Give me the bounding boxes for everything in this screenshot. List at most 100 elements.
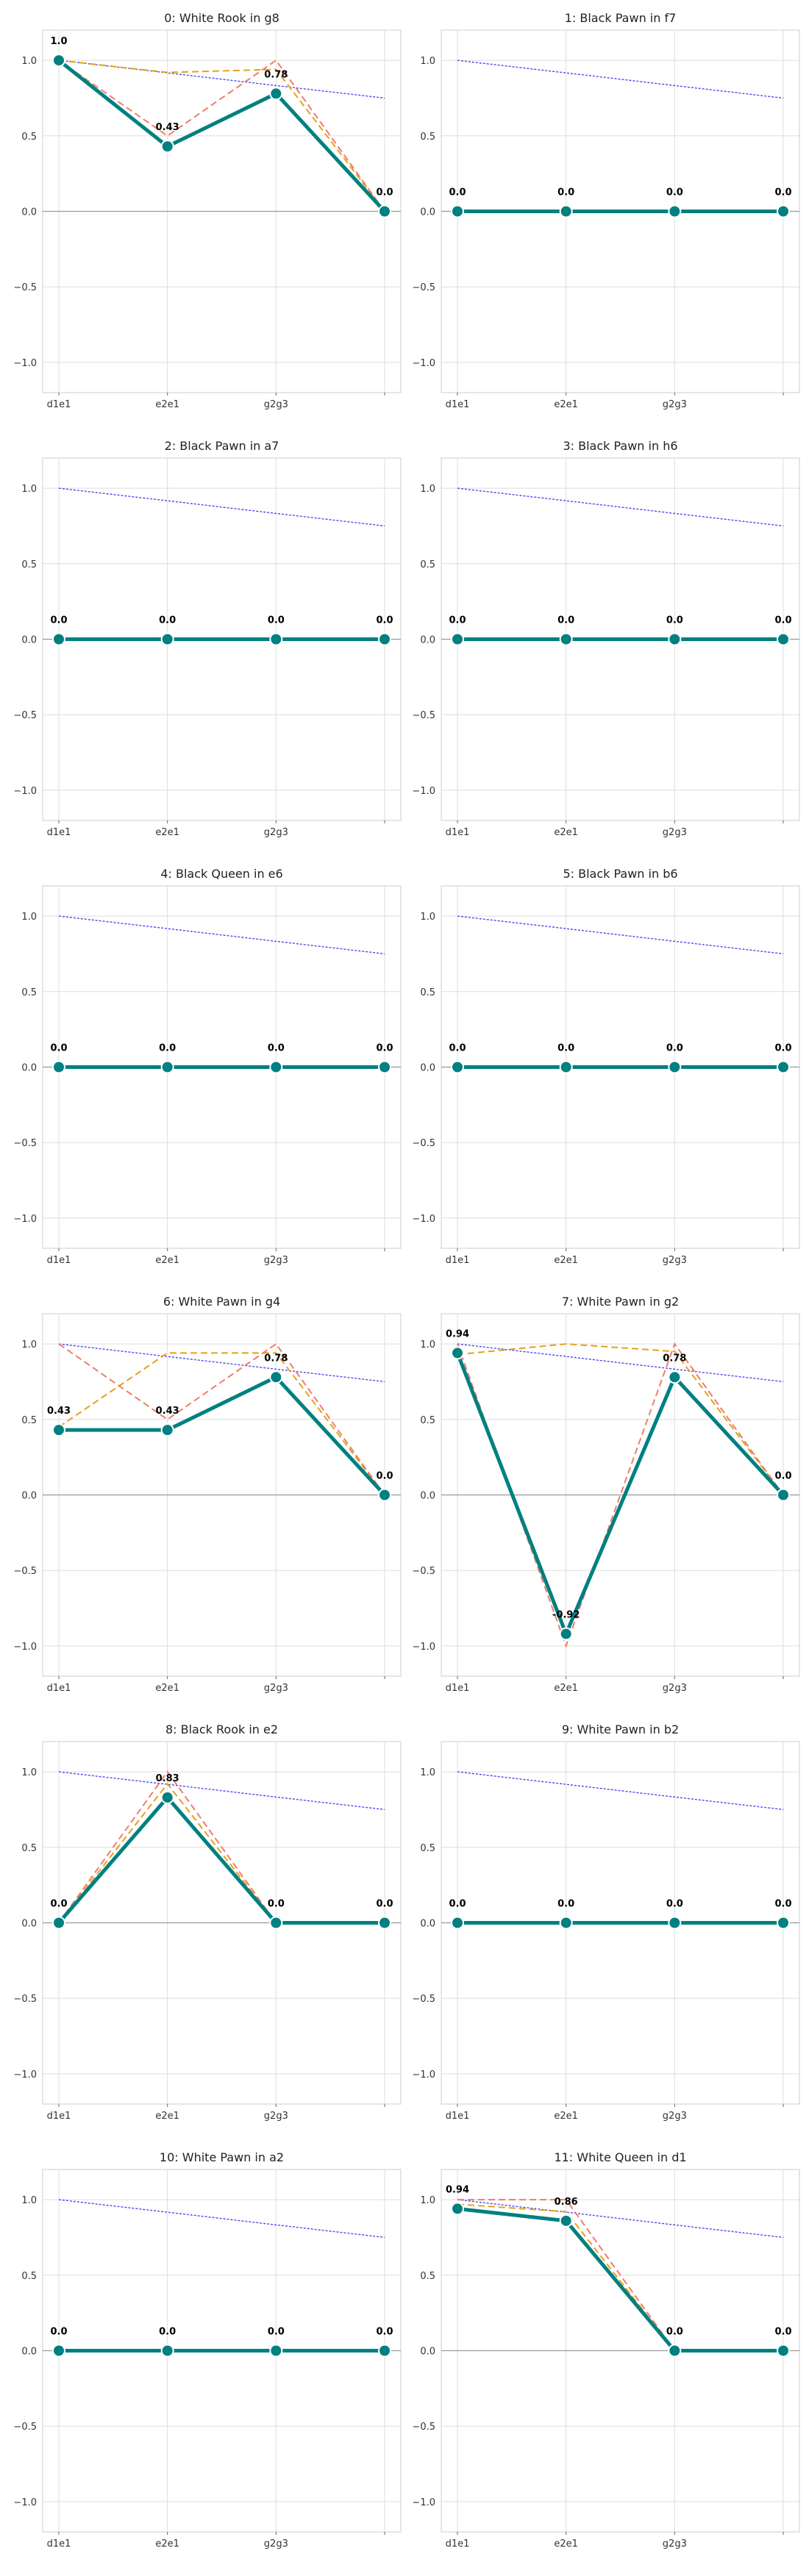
x-tick-label: d1e1 xyxy=(47,1255,71,1266)
x-tick-label: d1e1 xyxy=(446,399,470,410)
x-tick-label: d1e1 xyxy=(446,827,470,838)
data-point xyxy=(269,87,283,101)
y-tick-label: 1.0 xyxy=(21,912,37,923)
series-line xyxy=(58,2199,385,2239)
series-line xyxy=(457,2203,783,2352)
data-label: 0.0 xyxy=(268,2327,285,2338)
data-point xyxy=(559,632,573,646)
x-tick-label: g2g3 xyxy=(264,1255,288,1266)
x-tick-label: d1e1 xyxy=(446,2111,470,2122)
x-tick-label: e2e1 xyxy=(554,827,578,838)
data-label: 0.94 xyxy=(446,2184,469,2195)
data-point xyxy=(451,1060,464,1074)
series-line xyxy=(457,915,784,955)
y-tick-label: −0.5 xyxy=(13,710,37,721)
data-point xyxy=(52,1916,65,1930)
data-label: 0.78 xyxy=(264,69,288,80)
x-tick-label: e2e1 xyxy=(554,2111,578,2122)
y-tick-label: 1.0 xyxy=(420,1767,435,1778)
y-tick-label: 1.0 xyxy=(21,1339,37,1350)
y-tick-label: 0.5 xyxy=(420,559,435,570)
data-point xyxy=(668,632,682,646)
data-label: 0.0 xyxy=(376,1899,393,1910)
y-tick-label: 0.0 xyxy=(420,207,435,218)
x-tick-label: g2g3 xyxy=(663,1255,687,1266)
data-point xyxy=(160,2344,174,2358)
y-tick-label: 1.0 xyxy=(420,484,435,495)
y-tick-label: −0.5 xyxy=(13,1994,37,2005)
series-line xyxy=(58,1771,385,1811)
y-tick-label: −0.5 xyxy=(412,282,435,293)
data-label: 0.0 xyxy=(666,1899,683,1910)
data-label: 0.0 xyxy=(50,2327,67,2338)
y-tick-label: 0.5 xyxy=(21,1415,37,1426)
y-tick-label: 1.0 xyxy=(21,56,37,67)
y-tick-label: 0.5 xyxy=(21,132,37,143)
y-tick-label: 0.5 xyxy=(21,559,37,570)
data-point xyxy=(559,204,573,218)
y-tick-label: 0.0 xyxy=(420,1491,435,1502)
y-tick-label: 0.0 xyxy=(21,207,37,218)
y-tick-label: 1.0 xyxy=(420,1339,435,1350)
x-tick-label: g2g3 xyxy=(264,2111,288,2122)
y-tick-label: 0.0 xyxy=(21,1919,37,1930)
data-point xyxy=(269,1060,283,1074)
data-label: -0.92 xyxy=(552,1609,580,1620)
y-tick-label: −1.0 xyxy=(13,358,37,369)
data-point xyxy=(52,54,65,68)
x-tick-label: e2e1 xyxy=(155,1255,179,1266)
data-point xyxy=(451,632,464,646)
data-label: 0.0 xyxy=(557,615,574,626)
main-series-line xyxy=(59,1375,386,1497)
data-point xyxy=(378,632,391,646)
data-label: 0.0 xyxy=(50,1899,67,1910)
data-point xyxy=(559,1916,573,1930)
data-label: 0.0 xyxy=(50,615,67,626)
y-tick-label: 1.0 xyxy=(21,2195,37,2206)
subplot-title: 1: Black Pawn in f7 xyxy=(565,11,677,25)
x-tick-label: g2g3 xyxy=(663,827,687,838)
main-series-line xyxy=(455,1352,785,1636)
data-label: 0.0 xyxy=(666,1043,683,1054)
data-label: 0.83 xyxy=(156,1773,179,1784)
subplot-2: 2: Black Pawn in a7 −1.0 −0.5 0.0 0.5 1.0 d1e1… xyxy=(13,439,402,838)
x-tick-label: e2e1 xyxy=(554,1683,578,1694)
x-tick-label: d1e1 xyxy=(446,1683,470,1694)
x-tick-label: d1e1 xyxy=(47,2111,71,2122)
x-tick-label: e2e1 xyxy=(155,399,179,410)
data-point xyxy=(52,1423,65,1437)
subplot-title: 2: Black Pawn in a7 xyxy=(165,439,279,453)
data-label: 0.0 xyxy=(774,187,791,198)
subplot-title: 4: Black Queen in e6 xyxy=(160,867,282,881)
data-label: 0.0 xyxy=(449,615,466,626)
y-tick-label: 0.5 xyxy=(21,987,37,998)
y-tick-label: −1.0 xyxy=(412,1214,435,1225)
x-tick-label: d1e1 xyxy=(47,827,71,838)
data-label: 0.0 xyxy=(376,615,393,626)
series-line xyxy=(58,915,385,955)
y-tick-label: 0.0 xyxy=(420,2347,435,2358)
data-point xyxy=(777,2344,790,2358)
data-label: 0.0 xyxy=(268,1043,285,1054)
y-tick-label: 1.0 xyxy=(21,484,37,495)
x-tick-label: e2e1 xyxy=(554,399,578,410)
subplot-title: 11: White Queen in d1 xyxy=(554,2150,686,2164)
x-tick-label: e2e1 xyxy=(155,2111,179,2122)
y-tick-label: 0.0 xyxy=(420,1919,435,1930)
x-tick-label: d1e1 xyxy=(47,399,71,410)
series-line xyxy=(58,60,385,212)
x-tick-label: e2e1 xyxy=(554,2539,578,2550)
series-line xyxy=(58,59,385,212)
data-point xyxy=(160,632,174,646)
data-label: 0.0 xyxy=(376,187,393,198)
data-point xyxy=(777,632,790,646)
y-tick-label: 0.5 xyxy=(420,1415,435,1426)
y-tick-label: −0.5 xyxy=(412,710,435,721)
x-tick-label: g2g3 xyxy=(264,2539,288,2550)
data-point xyxy=(160,1791,174,1805)
data-label: 0.0 xyxy=(268,1899,285,1910)
y-tick-label: 1.0 xyxy=(420,2195,435,2206)
x-tick-label: d1e1 xyxy=(47,1683,71,1694)
data-label: 0.0 xyxy=(50,1043,67,1054)
